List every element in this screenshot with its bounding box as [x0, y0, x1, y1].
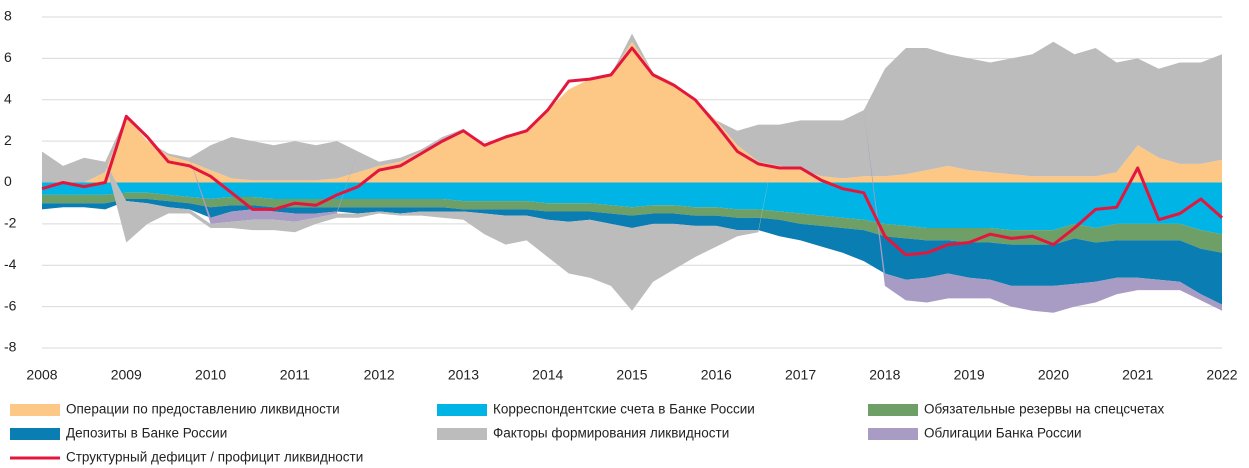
x-tick-label: 2014: [532, 367, 563, 383]
legend-label: Корреспондентские счета в Банке России: [493, 402, 755, 417]
x-tick-label: 2021: [1122, 367, 1153, 383]
y-tick-label: -6: [4, 297, 17, 313]
x-tick-label: 2016: [701, 367, 732, 383]
legend-label: Обязательные резервы на спецсчетах: [924, 402, 1165, 417]
line: [41, 46, 1223, 257]
legend-swatch: [10, 404, 60, 416]
area: [42, 33, 1222, 183]
y-tick-label: -8: [4, 339, 17, 355]
legend-swatch: [868, 404, 918, 416]
legend-swatch: [437, 428, 487, 440]
x-tick-label: 2022: [1206, 367, 1237, 383]
legend-label: Депозиты в Банке России: [66, 426, 227, 441]
legend-swatch: [868, 428, 918, 440]
area: [42, 41, 1222, 183]
y-tick-label: 4: [4, 90, 12, 106]
x-tick-label: 2017: [785, 367, 816, 383]
x-tick-label: 2015: [616, 367, 647, 383]
y-tick-label: -2: [4, 215, 17, 231]
x-tick-label: 2013: [448, 367, 479, 383]
legend-swatch: [437, 404, 487, 416]
legend-label: Факторы формирования ликвидности: [493, 426, 729, 441]
legend-label: Облигации Банка России: [924, 426, 1082, 441]
x-tick-label: 2009: [111, 367, 142, 383]
y-tick-label: 2: [4, 132, 12, 148]
x-tick-label: 2010: [195, 367, 226, 383]
x-tick-label: 2020: [1038, 367, 1069, 383]
legend-label: Структурный дефицит / профицит ликвиднос…: [66, 450, 363, 465]
x-tick-label: 2019: [954, 367, 985, 383]
legend-swatch: [10, 428, 60, 440]
area: [42, 199, 1222, 305]
legend-label: Операции по предоставлению ликвидности: [66, 402, 340, 417]
x-tick-label: 2008: [26, 367, 57, 383]
area: [42, 41, 1222, 311]
y-tick-label: 8: [4, 8, 12, 24]
y-tick-label: 6: [4, 49, 12, 65]
x-tick-label: 2012: [364, 367, 395, 383]
x-tick-label: 2018: [869, 367, 900, 383]
area: [42, 192, 1222, 253]
y-tick-label: 0: [4, 173, 12, 189]
area: [42, 33, 1222, 313]
x-tick-label: 2011: [280, 367, 310, 383]
y-tick-label: -4: [4, 256, 17, 272]
